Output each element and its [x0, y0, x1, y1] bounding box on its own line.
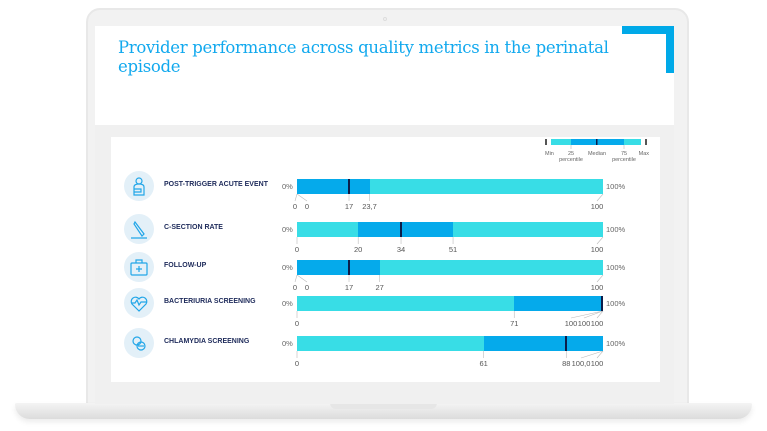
axis-end-label: 100%	[606, 299, 626, 308]
tick-label-median: 100	[564, 319, 578, 328]
axis-start-label: 0%	[282, 225, 293, 234]
row-label: POST-TRIGGER ACUTE EVENT	[164, 181, 268, 188]
tick-label-p75: 100,0	[571, 359, 591, 368]
leader-line	[596, 275, 604, 283]
axis-start-label: 0%	[282, 299, 293, 308]
tick-label-p75: 51	[448, 245, 458, 254]
legend-p75: 75 percentile	[612, 151, 636, 163]
leader-line	[596, 311, 604, 319]
tick-label-min: 0	[292, 202, 298, 211]
bar-upper-outer	[453, 222, 603, 237]
slide-header: Provider performance across quality metr…	[95, 26, 674, 125]
tick-leaders	[294, 194, 604, 202]
tick-label-max: 100	[590, 202, 604, 211]
axis-start-label: 0%	[282, 263, 293, 272]
first-aid-kit-icon	[124, 252, 154, 282]
tick-label-max: 100	[590, 319, 604, 328]
camera-icon	[383, 17, 387, 21]
tick-label-p25: 0	[304, 202, 310, 211]
legend-max: Max	[639, 151, 650, 157]
median-marker	[565, 336, 568, 351]
leader-line	[583, 311, 604, 319]
leader-line	[296, 194, 308, 202]
tick-label-min: 0	[294, 359, 300, 368]
scalpel-icon	[124, 214, 154, 244]
legend: Min 25 percentile Median 75 percentile Max	[545, 139, 650, 163]
pills-icon	[124, 328, 154, 358]
tick-label-median: 34	[396, 245, 406, 254]
bar-interquartile	[483, 336, 603, 351]
median-marker	[348, 179, 351, 194]
laptop-notch	[330, 403, 437, 409]
row-label: BACTERIURIA SCREENING	[164, 298, 256, 305]
bar-interquartile	[358, 222, 454, 237]
tick-leaders	[296, 311, 604, 319]
legend-max-mark	[645, 139, 647, 145]
tick-leaders	[296, 237, 604, 245]
axis-end-label: 100%	[606, 263, 626, 272]
tick-label-p25: 61	[479, 359, 488, 368]
tick-label-min: 0	[292, 283, 298, 292]
leader-line	[596, 194, 604, 202]
tick-label-p25: 20	[354, 245, 363, 254]
tick-label-p75: 23,7	[362, 202, 377, 211]
tick-label-min: 0	[294, 319, 300, 328]
tick-label-p75: 27	[375, 283, 384, 292]
tick-leaders	[296, 351, 604, 359]
axis-end-label: 100%	[606, 225, 626, 234]
axis-end-label: 100%	[606, 339, 626, 348]
bar-lower-outer	[297, 336, 484, 351]
leader-line	[596, 351, 604, 359]
legend-outer-left	[551, 139, 571, 145]
axis-start-label: 0%	[282, 339, 293, 348]
laptop-base	[15, 403, 752, 419]
tick-label-p75: 100	[577, 319, 591, 328]
legend-p25: 25 percentile	[559, 151, 583, 163]
axis-end-label: 100%	[606, 182, 626, 191]
bar-lower-outer	[297, 296, 515, 311]
leader-line	[580, 351, 604, 359]
legend-min-mark	[545, 139, 547, 145]
legend-median-mark	[596, 139, 598, 145]
tick-label-max: 100	[590, 359, 604, 368]
row-label: C-SECTION RATE	[164, 224, 223, 231]
leader-line	[294, 275, 298, 283]
bar-upper-outer	[369, 179, 603, 194]
tick-label-max: 100	[590, 283, 604, 292]
leader-line	[296, 275, 308, 283]
bar-interquartile	[297, 179, 370, 194]
leader-line	[570, 311, 604, 319]
median-marker	[348, 260, 351, 275]
bar-interquartile	[514, 296, 603, 311]
row-label: FOLLOW-UP	[164, 262, 207, 269]
row-label: CHLAMYDIA SCREENING	[164, 338, 250, 345]
heart-pulse-icon	[124, 288, 154, 318]
tick-label-p25: 71	[510, 319, 519, 328]
tick-label-min: 0	[294, 245, 300, 254]
axis-start-label: 0%	[282, 182, 293, 191]
bar-lower-outer	[297, 222, 359, 237]
page-title: Provider performance across quality metr…	[118, 38, 609, 76]
leader-line	[294, 194, 298, 202]
bar-upper-outer	[379, 260, 603, 275]
patient-icon	[124, 171, 154, 201]
median-marker	[601, 296, 603, 311]
corner-accent	[622, 26, 674, 73]
legend-outer-right	[624, 139, 641, 145]
legend-median: Median	[588, 151, 606, 157]
tick-leaders	[294, 275, 604, 283]
median-marker	[400, 222, 403, 237]
tick-label-median: 17	[344, 283, 354, 292]
tick-label-median: 17	[344, 202, 354, 211]
tick-label-p25: 0	[304, 283, 310, 292]
tick-label-max: 100	[590, 245, 604, 254]
leader-line	[596, 237, 604, 245]
bar-interquartile	[297, 260, 380, 275]
legend-min: Min	[545, 151, 554, 157]
tick-label-median: 88	[562, 359, 571, 368]
